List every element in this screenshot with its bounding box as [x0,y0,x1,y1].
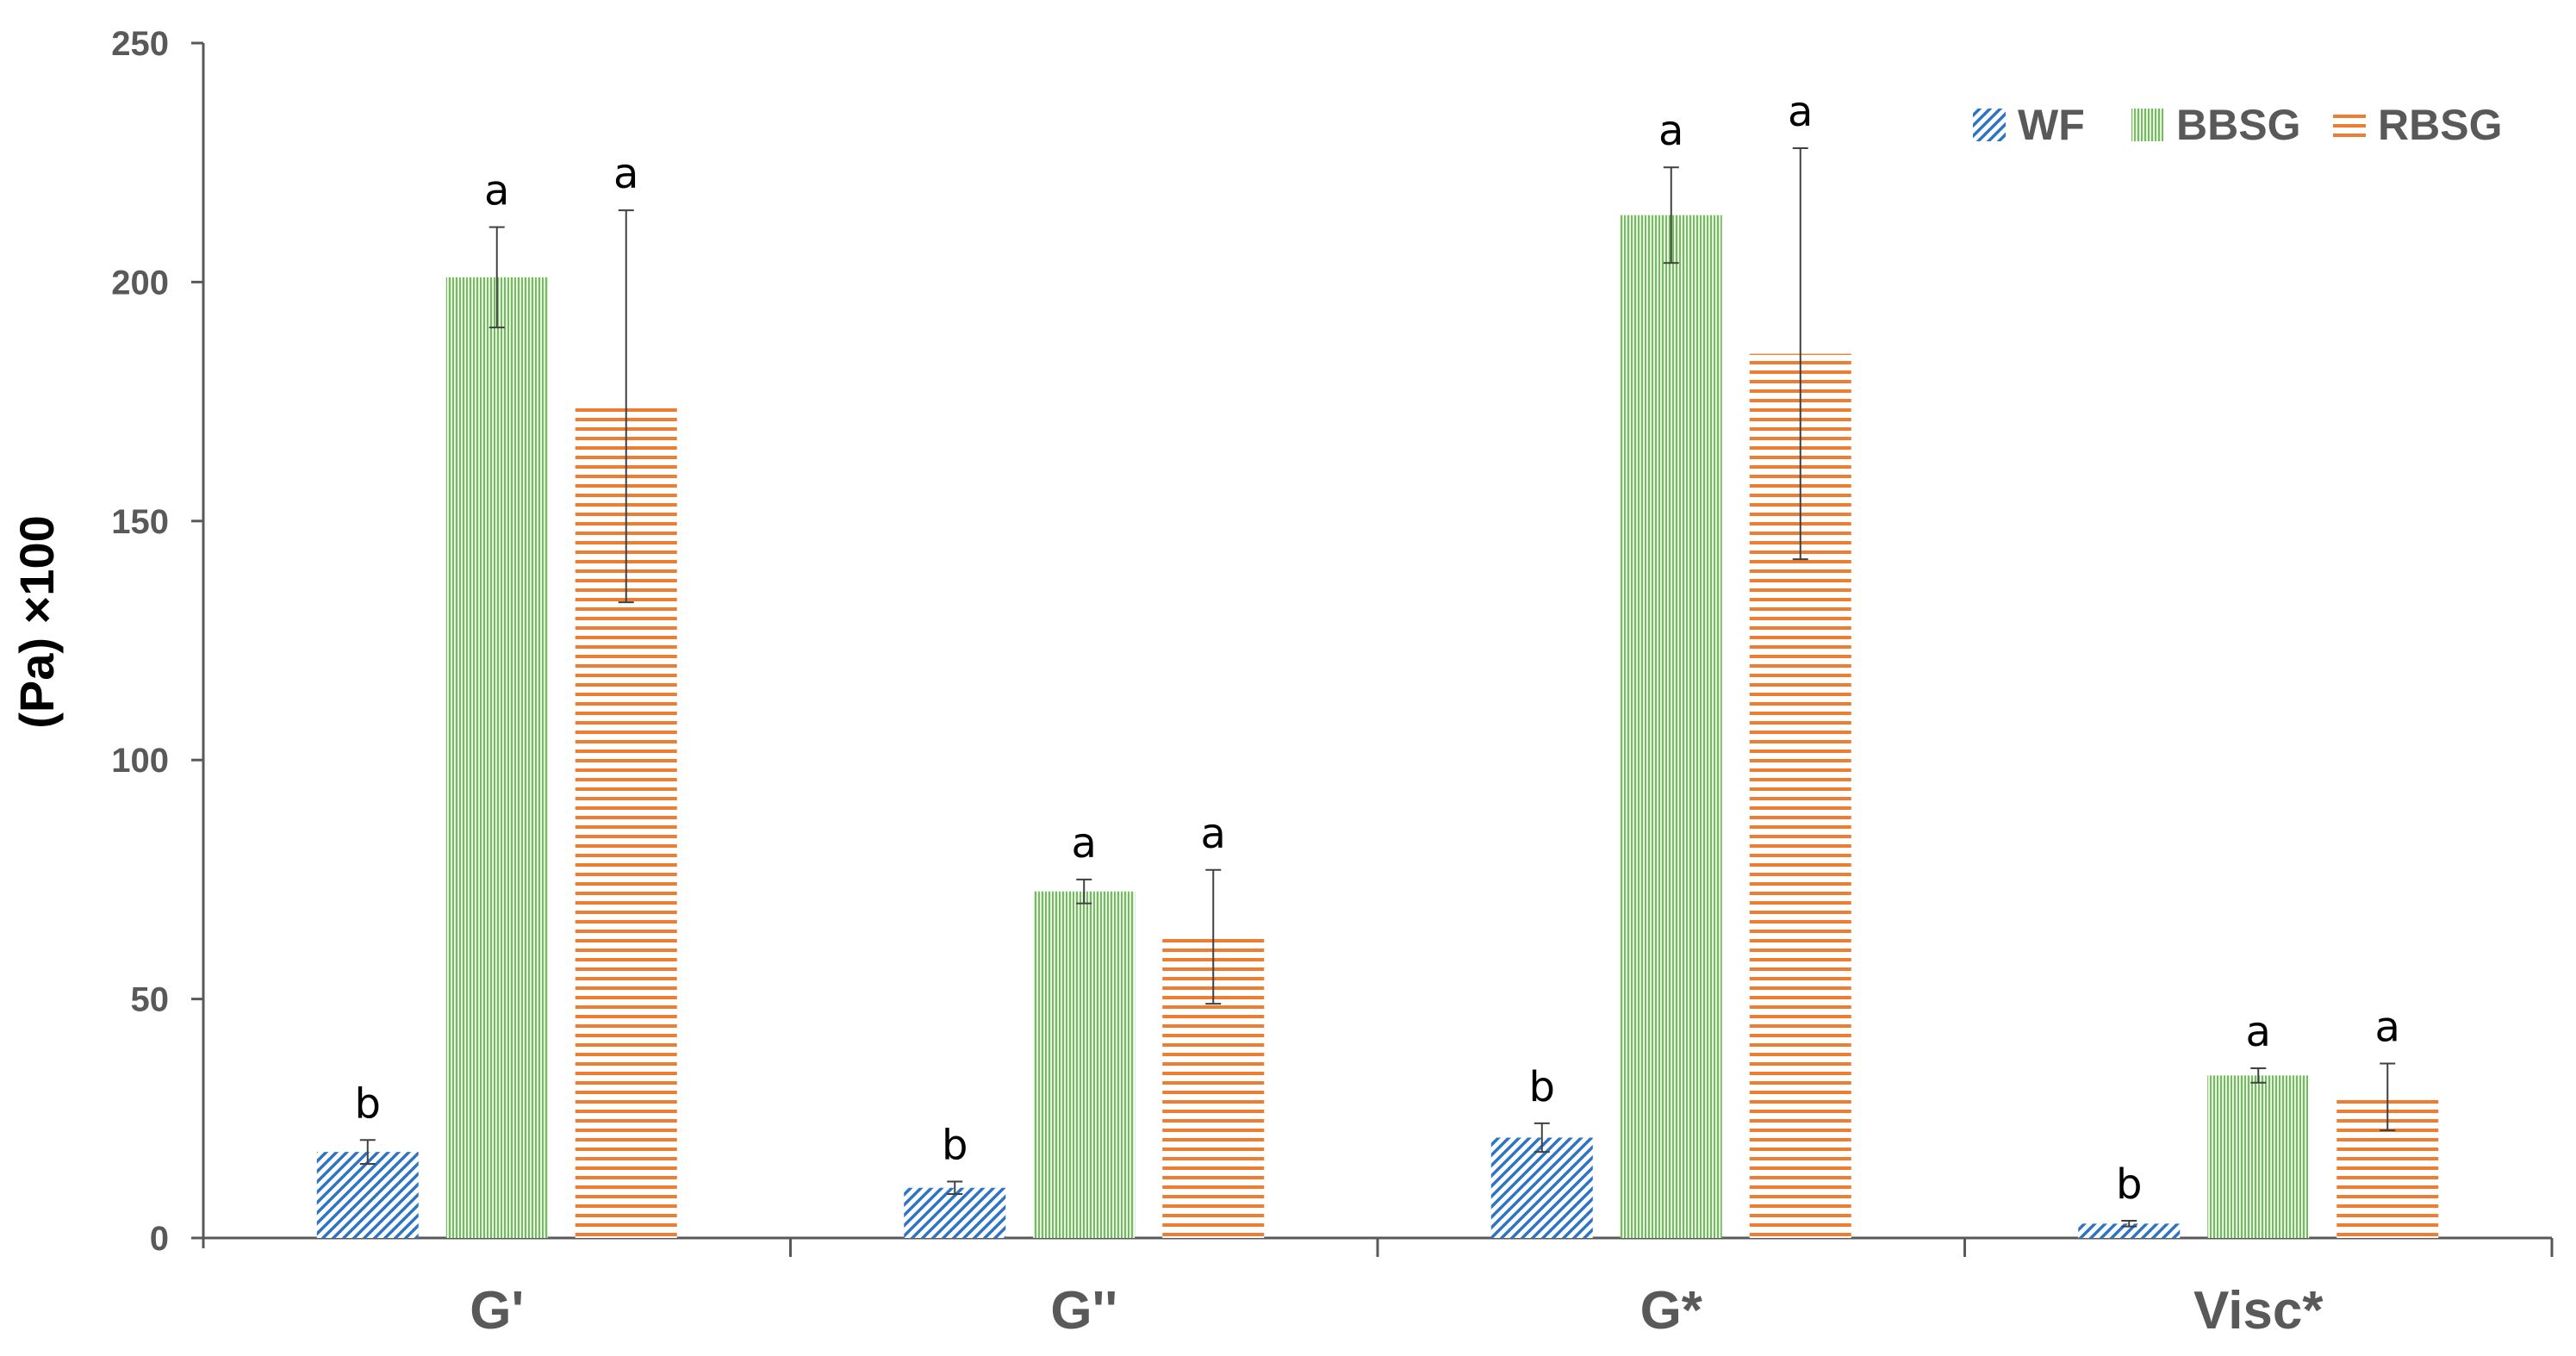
axes: 0 50 100 150 200 250 G' G'' G* Visc* [111,25,2554,1340]
bar-bbsg [1620,215,1722,1238]
significance-label: a [1072,819,1097,868]
legend-item-bbsg: BBSG [2131,101,2300,149]
legend-item-rbsg: RBSG [2333,101,2502,149]
significance-label: a [1788,88,1813,136]
error-bar [2121,1220,2137,1228]
error-bar [618,209,634,604]
significance-label: a [1658,107,1683,155]
legend-label: WF [2018,101,2085,149]
y-tick-label: 0 [150,1220,169,1258]
x-category-label: Visc* [2193,1281,2324,1340]
error-bar [2380,1062,2396,1132]
error-bars [359,147,2396,1228]
error-bar [947,1180,963,1195]
significance-label: a [2246,1008,2271,1056]
error-bar [1792,147,1808,561]
legend-swatch [1973,109,2006,141]
bars [316,215,2439,1238]
legend-label: RBSG [2378,101,2502,149]
legend: WF BBSG RBSG [1973,101,2502,149]
error-bar [359,1139,376,1166]
error-bar [1076,878,1092,905]
error-bar [1663,166,1679,264]
significance-labels: b a a b a a b a a b a a [355,88,2400,1209]
x-category-label: G'' [1050,1281,1117,1340]
error-bar [488,226,505,329]
x-category-label: G* [1640,1281,1703,1340]
significance-label: a [613,150,638,198]
bar-bbsg [445,277,548,1238]
y-tick-label: 250 [111,25,169,63]
bar-bbsg [1033,891,1136,1238]
error-bar [1534,1122,1550,1154]
legend-label: BBSG [2176,101,2300,149]
y-tick-label: 150 [111,503,169,541]
significance-label: b [942,1122,968,1170]
error-bar [2250,1067,2267,1084]
significance-label: a [484,167,509,215]
bar-wf [2078,1223,2181,1238]
bar-bbsg [2207,1075,2310,1238]
y-tick-label: 100 [111,742,169,780]
bar-wf [316,1152,419,1238]
y-tick-label: 50 [131,981,170,1019]
y-axis-title: (Pa) ×100 [9,515,64,729]
significance-label: b [1529,1063,1555,1111]
significance-label: a [1201,810,1226,858]
legend-swatch [2131,109,2164,141]
significance-label: b [355,1079,381,1128]
legend-swatch [2333,109,2366,141]
significance-label: a [2375,1003,2400,1051]
significance-label: b [2116,1160,2142,1209]
legend-item-wf: WF [1973,101,2085,149]
error-bar [1205,868,1222,1005]
x-category-label: G' [470,1281,524,1340]
y-tick-label: 200 [111,264,169,302]
bar-wf [904,1187,1006,1238]
bar-wf [1490,1137,1593,1238]
